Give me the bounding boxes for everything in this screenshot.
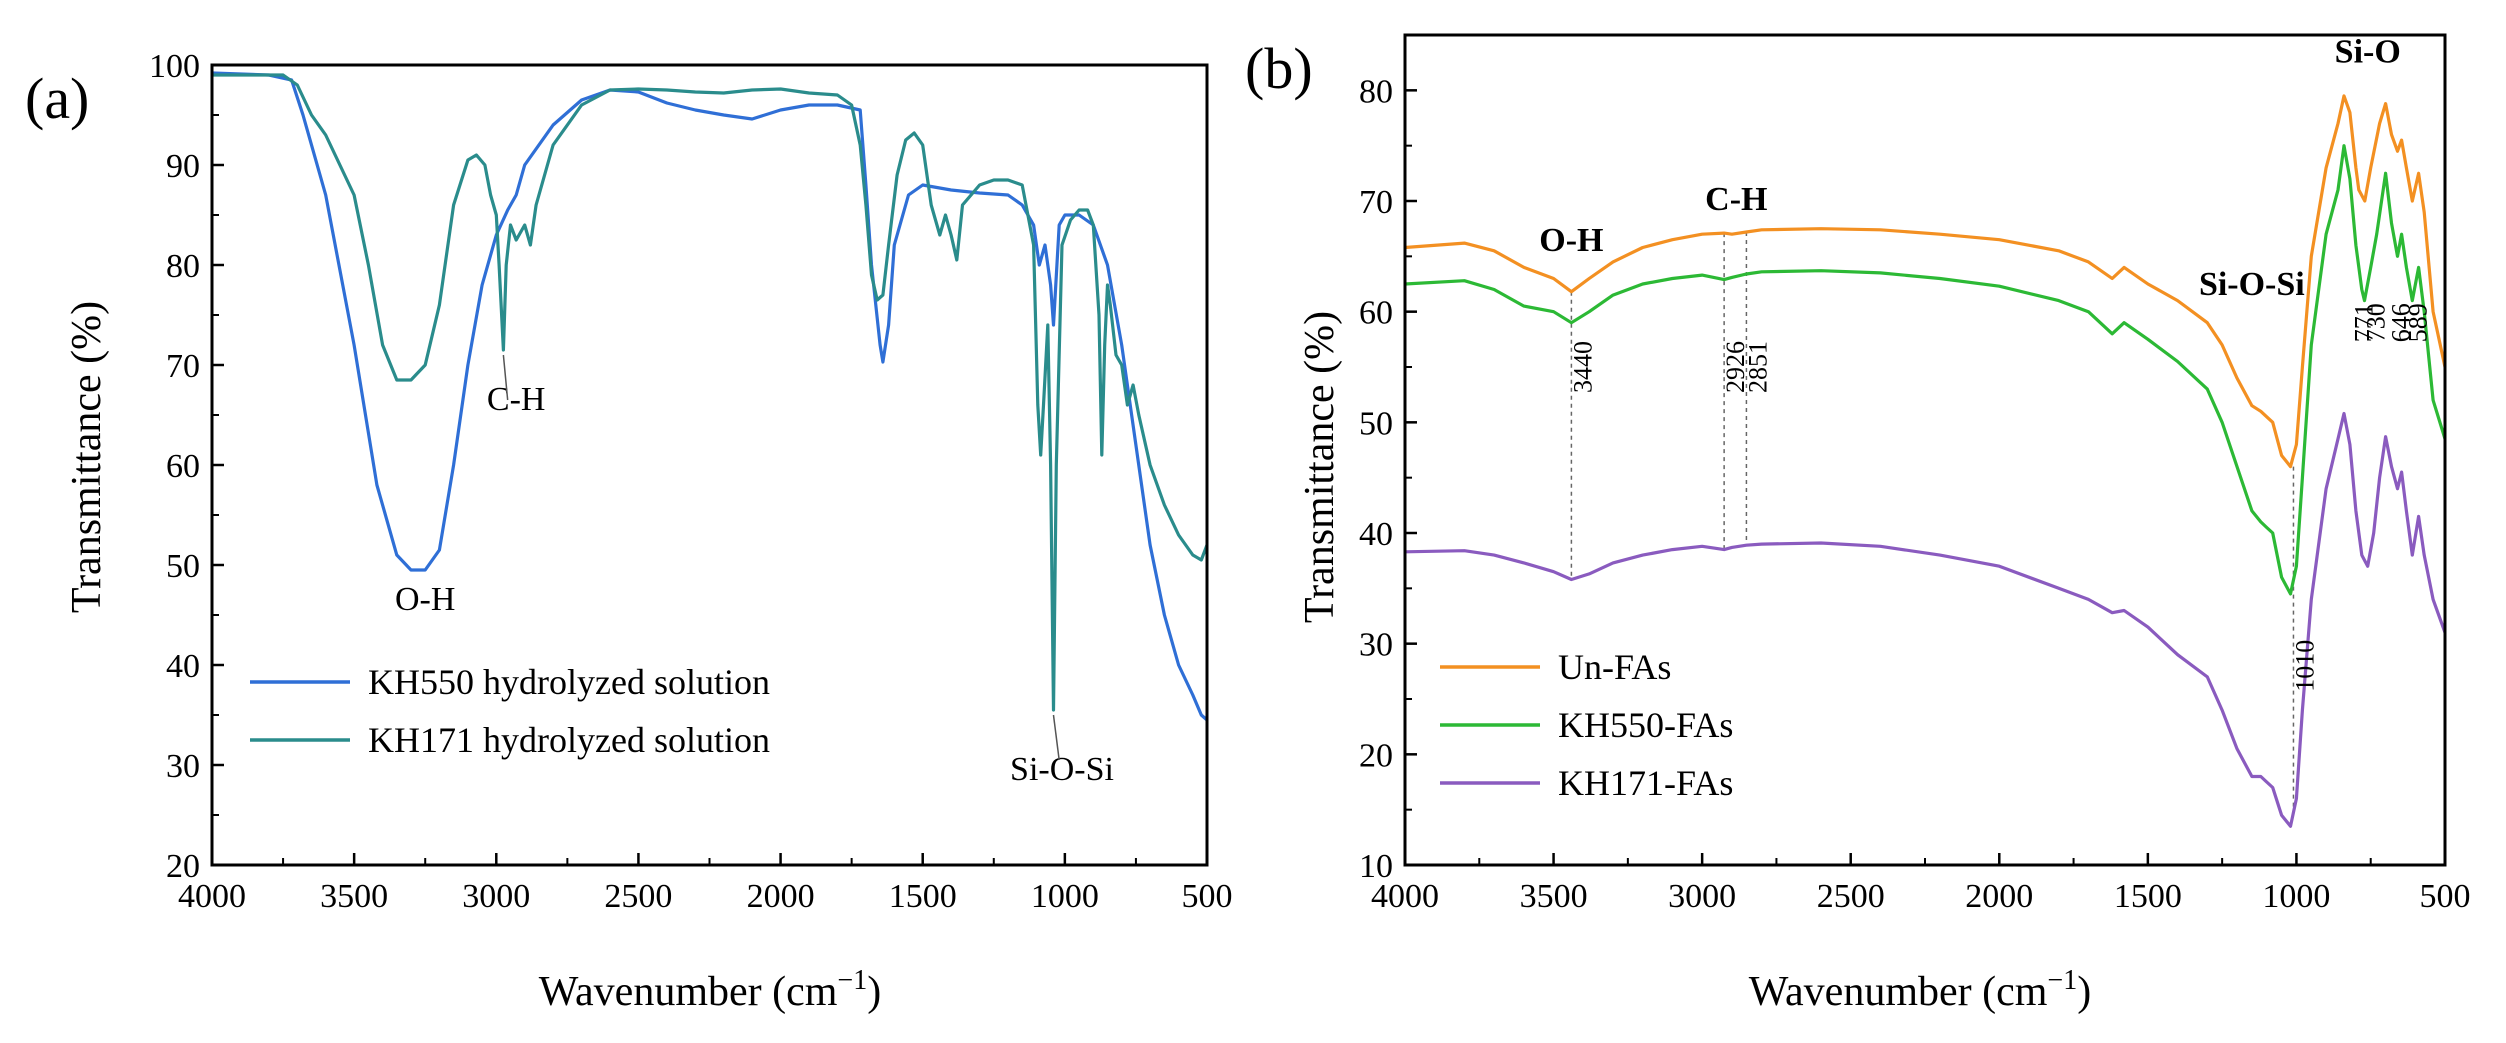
- y-tick-label: 80: [166, 248, 200, 285]
- panel-b-plot-frame: [1403, 33, 2447, 867]
- x-tick-label: 1500: [2114, 878, 2182, 915]
- chart-panel-b: (b) Transmittance (%) Wavenumber (cm−1) …: [1245, 33, 2471, 1015]
- y-tick-label: 70: [1359, 184, 1393, 221]
- panel-b-ylabel: Transmittance (%): [1297, 311, 1343, 623]
- panel-a-label: (a): [25, 66, 89, 131]
- y-tick-label: 60: [1359, 295, 1393, 332]
- panel-b-label: (b): [1245, 36, 1313, 101]
- series-line-un-fas: [1404, 94, 2447, 469]
- panel-b-ticks-group: 4000 3500 3000 2500 2000 1500 1000 500 10 20 30 40 5…: [1359, 73, 2471, 915]
- x-tick-label: 1000: [1031, 878, 1099, 915]
- y-tick-label: 60: [166, 448, 200, 485]
- y-tick-label: 10: [1359, 848, 1393, 885]
- panel-a-series-group: [211, 71, 1209, 722]
- y-tick-label: 100: [149, 48, 200, 85]
- x-tick-label: 3500: [320, 878, 388, 915]
- y-tick-label: 40: [166, 648, 200, 685]
- x-tick-label: 4000: [178, 878, 246, 915]
- y-tick-label: 20: [166, 848, 200, 885]
- peak-label-646: 646: [2387, 303, 2416, 342]
- panel-a-ticks-group: 4000 3500 3000 2500 2000 1500 1000 500 20 30 40 50 6…: [149, 48, 1233, 915]
- y-tick-label: 50: [166, 548, 200, 585]
- panel-b-legend: Un-FAs KH550-FAs KH171-FAs: [1440, 647, 1733, 803]
- y-tick-label: 40: [1359, 516, 1393, 553]
- legend-label-kh550-fas: KH550-FAs: [1558, 705, 1733, 745]
- y-tick-label: 70: [166, 348, 200, 385]
- series-line-kh550-fas: [1404, 144, 2447, 596]
- x-tick-label: 2000: [747, 878, 815, 915]
- x-tick-label: 2000: [1965, 878, 2033, 915]
- panel-a-legend: KH550 hydrolyzed solution KH171 hydrolyze…: [250, 662, 770, 760]
- annotation-si-o-si: Si-O-Si: [1010, 751, 1114, 788]
- peak-label-1010: 1010: [2291, 640, 2320, 692]
- series-line-kh550-hydrolyzed-solution: [211, 71, 1209, 722]
- series-line-kh171-fas: [1404, 411, 2447, 828]
- y-tick-label: 30: [166, 748, 200, 785]
- peak-label-589: 589: [2404, 303, 2433, 342]
- legend-label-kh171-fas: KH171-FAs: [1558, 763, 1733, 803]
- annotation-o-h: O-H: [1539, 222, 1603, 259]
- peak-label-2851: 2851: [1743, 341, 1772, 393]
- panel-b-series-group: [1404, 94, 2447, 828]
- panel-a-annotations: O-H C-H Si-O-Si: [395, 354, 1114, 788]
- annotation-o-h: O-H: [395, 581, 455, 618]
- annotation-si-o: Si-O: [2335, 34, 2401, 71]
- x-tick-label: 1000: [2262, 878, 2330, 915]
- peak-label-730: 730: [2362, 303, 2391, 342]
- annotation-leader-c-h: [502, 354, 509, 401]
- panel-b-droplines: [1570, 231, 2295, 816]
- legend-label-un-fas: Un-FAs: [1558, 647, 1671, 687]
- annotation-c-h: C-H: [1705, 181, 1767, 218]
- chart-panel-a: (a) Transmittance (%) Wavenumber (cm−1) …: [25, 48, 1233, 1015]
- series-line-kh171-hydrolyzed-solution: [212, 73, 1209, 712]
- annotation-c-h: C-H: [487, 381, 546, 418]
- y-tick-label: 20: [1359, 737, 1393, 774]
- annotation-si-o-si: Si-O-Si: [2199, 266, 2305, 303]
- legend-label-kh550-hydrolyzed-solution: KH550 hydrolyzed solution: [368, 662, 770, 702]
- panel-b-xlabel: Wavenumber (cm−1): [1749, 965, 2091, 1015]
- peak-label-771: 771: [2350, 303, 2379, 342]
- panel-a-xlabel: Wavenumber (cm−1): [539, 965, 881, 1015]
- x-tick-label: 3000: [1668, 878, 1736, 915]
- x-tick-label: 2500: [1817, 878, 1885, 915]
- x-tick-label: 500: [1182, 878, 1233, 915]
- y-tick-label: 50: [1359, 405, 1393, 442]
- x-tick-label: 1500: [889, 878, 957, 915]
- y-tick-label: 90: [166, 148, 200, 185]
- legend-label-kh171-hydrolyzed-solution: KH171 hydrolyzed solution: [368, 720, 770, 760]
- x-tick-label: 3000: [462, 878, 530, 915]
- panel-a-ylabel: Transmittance (%): [64, 301, 110, 613]
- annotation-leader-si-o-si: [1052, 714, 1060, 761]
- peak-label-2926: 2926: [1721, 341, 1750, 393]
- peak-label-3440: 3440: [1568, 341, 1597, 393]
- x-tick-label: 500: [2420, 878, 2471, 915]
- x-tick-label: 4000: [1371, 878, 1439, 915]
- x-tick-label: 3500: [1520, 878, 1588, 915]
- y-tick-label: 30: [1359, 627, 1393, 664]
- x-tick-label: 2500: [604, 878, 672, 915]
- y-tick-label: 80: [1359, 73, 1393, 110]
- panel-a-plot-frame: [210, 63, 1209, 867]
